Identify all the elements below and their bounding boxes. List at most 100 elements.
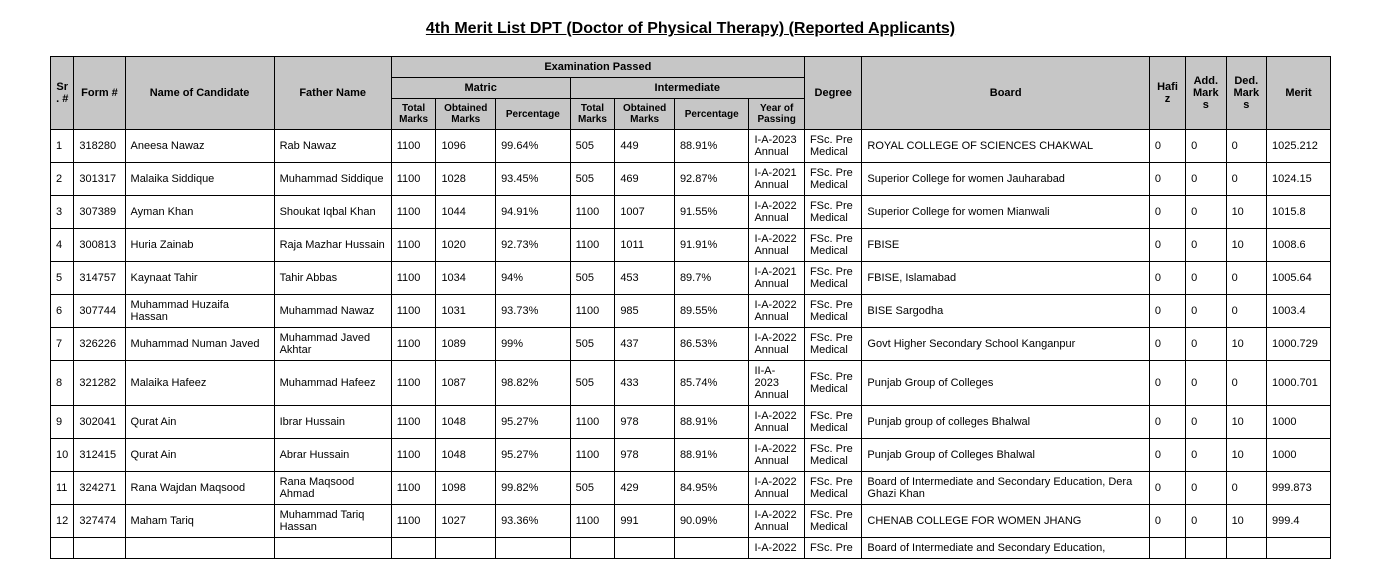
cell-merit: 1000 [1267, 439, 1331, 472]
cell-hafiz: 0 [1149, 472, 1185, 505]
table-body: 1318280Aneesa NawazRab Nawaz1100109699.6… [51, 130, 1331, 559]
cell-father [274, 538, 391, 559]
cell-merit: 1008.6 [1267, 229, 1331, 262]
cell-ipct [674, 538, 749, 559]
cell-board: Punjab Group of Colleges [862, 361, 1149, 406]
cell-form: 302041 [74, 406, 125, 439]
header-inter-yop: Year of Passing [749, 99, 804, 130]
cell-yop: I-A-2022 Annual [749, 406, 804, 439]
header-father: Father Name [274, 57, 391, 130]
header-inter: Intermediate [570, 78, 804, 99]
cell-mpct: 93.36% [496, 505, 571, 538]
cell-mtm: 1100 [391, 196, 436, 229]
cell-sr: 4 [51, 229, 74, 262]
cell-mom: 1098 [436, 472, 496, 505]
cell-merit [1267, 538, 1331, 559]
cell-mom [436, 538, 496, 559]
cell-mpct: 94% [496, 262, 571, 295]
cell-hafiz: 0 [1149, 295, 1185, 328]
cell-itm: 505 [570, 328, 615, 361]
cell-itm: 505 [570, 262, 615, 295]
header-form: Form # [74, 57, 125, 130]
cell-deg: FSc. Pre Medical [804, 439, 861, 472]
cell-form: 318280 [74, 130, 125, 163]
table-row: 6307744Muhammad Huzaifa HassanMuhammad N… [51, 295, 1331, 328]
header-matric: Matric [391, 78, 570, 99]
cell-board: Superior College for women Mianwali [862, 196, 1149, 229]
cell-itm: 505 [570, 130, 615, 163]
cell-sr: 8 [51, 361, 74, 406]
cell-name: Ayman Khan [125, 196, 274, 229]
cell-ded [1226, 538, 1266, 559]
cell-deg: FSc. Pre Medical [804, 262, 861, 295]
cell-name: Muhammad Numan Javed [125, 328, 274, 361]
cell-mtm: 1100 [391, 472, 436, 505]
table-row: 12327474Maham TariqMuhammad Tariq Hassan… [51, 505, 1331, 538]
cell-hafiz: 0 [1149, 229, 1185, 262]
table-row: 9302041Qurat AinIbrar Hussain1100104895.… [51, 406, 1331, 439]
cell-mtm: 1100 [391, 406, 436, 439]
cell-board: Board of Intermediate and Secondary Educ… [862, 472, 1149, 505]
cell-sr: 9 [51, 406, 74, 439]
header-inter-pct: Percentage [674, 99, 749, 130]
cell-board: Superior College for women Jauharabad [862, 163, 1149, 196]
cell-mpct: 99.82% [496, 472, 571, 505]
header-exam: Examination Passed [391, 57, 804, 78]
cell-itm: 505 [570, 361, 615, 406]
cell-hafiz: 0 [1149, 130, 1185, 163]
cell-mom: 1044 [436, 196, 496, 229]
cell-hafiz: 0 [1149, 163, 1185, 196]
cell-yop: I-A-2021 Annual [749, 163, 804, 196]
cell-mtm: 1100 [391, 262, 436, 295]
cell-form: 321282 [74, 361, 125, 406]
cell-merit: 1024.15 [1267, 163, 1331, 196]
cell-sr: 12 [51, 505, 74, 538]
cell-mpct: 93.45% [496, 163, 571, 196]
cell-name [125, 538, 274, 559]
page-title: 4th Merit List DPT (Doctor of Physical T… [50, 20, 1331, 38]
cell-deg: FSc. Pre Medical [804, 406, 861, 439]
cell-ipct: 89.7% [674, 262, 749, 295]
cell-itm [570, 538, 615, 559]
cell-yop: I-A-2022 Annual [749, 328, 804, 361]
header-ded: Ded. Marks [1226, 57, 1266, 130]
cell-name: Maham Tariq [125, 505, 274, 538]
cell-sr: 11 [51, 472, 74, 505]
cell-sr: 5 [51, 262, 74, 295]
cell-yop: I-A-2022 [749, 538, 804, 559]
cell-name: Kaynaat Tahir [125, 262, 274, 295]
cell-mtm: 1100 [391, 130, 436, 163]
cell-sr: 10 [51, 439, 74, 472]
cell-name: Aneesa Nawaz [125, 130, 274, 163]
cell-mtm: 1100 [391, 163, 436, 196]
cell-name: Rana Wajdan Maqsood [125, 472, 274, 505]
cell-deg: FSc. Pre Medical [804, 472, 861, 505]
cell-board: CHENAB COLLEGE FOR WOMEN JHANG [862, 505, 1149, 538]
cell-itm: 1100 [570, 196, 615, 229]
cell-hafiz: 0 [1149, 439, 1185, 472]
table-row: I-A-2022FSc. PreBoard of Intermediate an… [51, 538, 1331, 559]
cell-add: 0 [1186, 361, 1226, 406]
cell-form: 312415 [74, 439, 125, 472]
cell-iom: 1007 [615, 196, 675, 229]
table-row: 10312415Qurat AinAbrar Hussain1100104895… [51, 439, 1331, 472]
cell-deg: FSc. Pre [804, 538, 861, 559]
cell-father: Muhammad Javed Akhtar [274, 328, 391, 361]
cell-mtm: 1100 [391, 328, 436, 361]
table-row: 8321282Malaika HafeezMuhammad Hafeez1100… [51, 361, 1331, 406]
cell-hafiz: 0 [1149, 361, 1185, 406]
cell-iom: 978 [615, 406, 675, 439]
cell-merit: 999.4 [1267, 505, 1331, 538]
cell-board: BISE Sargodha [862, 295, 1149, 328]
header-inter-tm: Total Marks [570, 99, 615, 130]
table-row: 1318280Aneesa NawazRab Nawaz1100109699.6… [51, 130, 1331, 163]
cell-yop: I-A-2021 Annual [749, 262, 804, 295]
cell-sr: 6 [51, 295, 74, 328]
header-hafiz: Hafiz [1149, 57, 1185, 130]
header-merit: Merit [1267, 57, 1331, 130]
cell-sr [51, 538, 74, 559]
cell-form: 314757 [74, 262, 125, 295]
cell-board: Govt Higher Secondary School Kanganpur [862, 328, 1149, 361]
cell-father: Muhammad Nawaz [274, 295, 391, 328]
cell-mtm [391, 538, 436, 559]
